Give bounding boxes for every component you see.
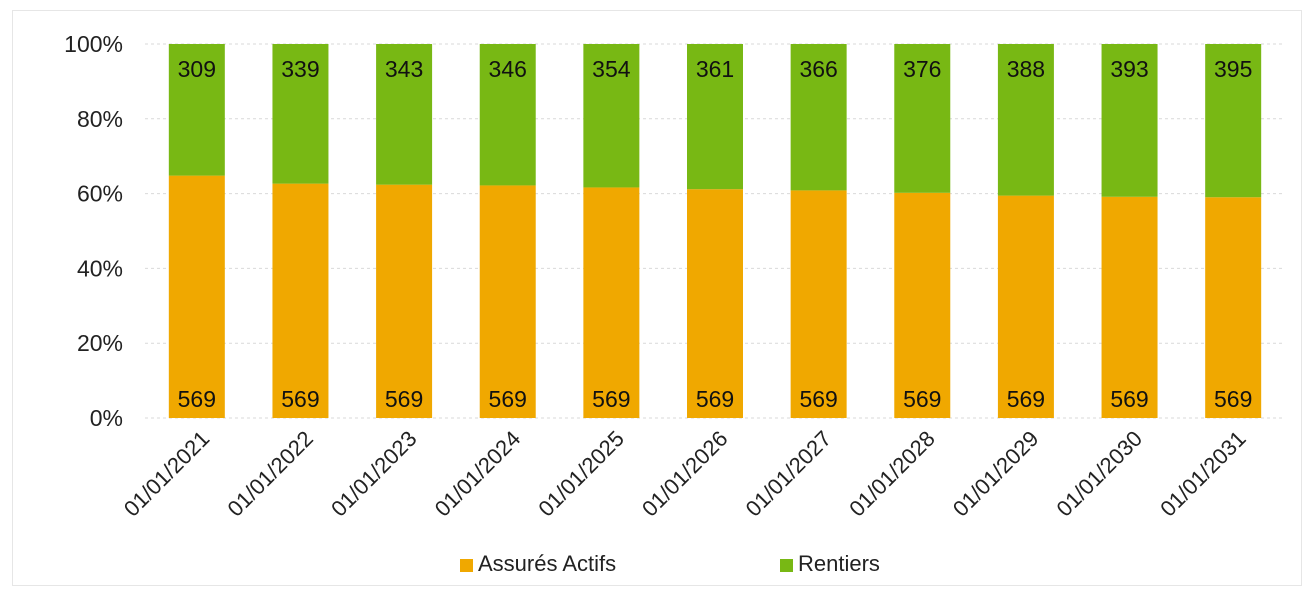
y-tick-label: 60%: [77, 181, 123, 207]
y-tick-label: 80%: [77, 106, 123, 132]
data-label-rentiers: 339: [281, 56, 319, 82]
x-tick-label: 01/01/2026: [637, 426, 733, 522]
y-tick-label: 100%: [64, 31, 123, 57]
bar-assures-actifs: [272, 183, 329, 418]
data-label-rentiers: 395: [1214, 56, 1252, 82]
data-label-rentiers: 393: [1110, 56, 1148, 82]
x-tick-label: 01/01/2031: [1155, 426, 1251, 522]
data-label-rentiers: 346: [489, 56, 527, 82]
bar-rentiers: [1205, 44, 1262, 198]
bar-rentiers: [583, 44, 640, 188]
data-label-assures-actifs: 569: [489, 386, 527, 412]
bar-rentiers: [997, 44, 1054, 196]
y-tick-label: 20%: [77, 330, 123, 356]
bar-rentiers: [376, 44, 433, 185]
data-label-rentiers: 354: [592, 56, 631, 82]
data-label-assures-actifs: 569: [1007, 386, 1045, 412]
bar-assures-actifs: [790, 190, 847, 418]
legend-label: Rentiers: [798, 551, 880, 576]
y-tick-label: 40%: [77, 255, 123, 281]
x-axis: 01/01/2021 01/01/2022 01/01/2023 01/01/2024…: [119, 426, 1251, 522]
legend-swatch: [460, 559, 473, 572]
data-label-rentiers: 388: [1007, 56, 1045, 82]
legend-swatch: [780, 559, 793, 572]
data-label-assures-actifs: 569: [1110, 386, 1148, 412]
bar-assures-actifs: [997, 195, 1054, 418]
x-tick-label: 01/01/2028: [844, 426, 940, 522]
x-tick-label: 01/01/2027: [741, 426, 837, 522]
bar-rentiers: [790, 44, 847, 191]
x-tick-label: 01/01/2024: [430, 426, 526, 522]
data-label-assures-actifs: 569: [281, 386, 319, 412]
data-label-assures-actifs: 569: [903, 386, 941, 412]
x-tick-label: 01/01/2022: [222, 426, 318, 522]
data-label-assures-actifs: 569: [385, 386, 423, 412]
bar-assures-actifs: [168, 175, 225, 418]
data-label-assures-actifs: 569: [592, 386, 630, 412]
x-tick-label: 01/01/2030: [1052, 426, 1148, 522]
bar-rentiers: [1101, 44, 1158, 197]
x-tick-label: 01/01/2029: [948, 426, 1044, 522]
legend: Assurés Actifs Rentiers: [460, 551, 880, 576]
bar-rentiers: [272, 44, 329, 184]
y-tick-label: 0%: [90, 405, 123, 431]
data-label-rentiers: 343: [385, 56, 423, 82]
bar-assures-actifs: [1101, 196, 1158, 418]
x-tick-label: 01/01/2021: [119, 426, 215, 522]
data-label-rentiers: 366: [799, 56, 837, 82]
bars: 309 569 339 569 343 569 346 569 354 569 361 569 366 5…: [168, 44, 1262, 418]
bar-rentiers: [687, 44, 743, 190]
x-tick-label: 01/01/2023: [326, 426, 422, 522]
bar-rentiers: [894, 44, 951, 193]
legend-label: Assurés Actifs: [478, 551, 616, 576]
bar-assures-actifs: [1205, 197, 1262, 418]
data-label-rentiers: 376: [903, 56, 941, 82]
data-label-rentiers: 309: [178, 56, 216, 82]
data-label-assures-actifs: 569: [799, 386, 837, 412]
data-label-assures-actifs: 569: [178, 386, 216, 412]
x-tick-label: 01/01/2025: [533, 426, 629, 522]
chart-frame: [12, 10, 1302, 586]
bar-assures-actifs: [894, 192, 951, 418]
y-axis: 0% 20% 40% 60% 80% 100%: [64, 31, 123, 431]
bar-assures-actifs: [583, 187, 640, 418]
data-label-assures-actifs: 569: [1214, 386, 1252, 412]
data-label-rentiers: 361: [696, 56, 734, 82]
data-label-assures-actifs: 569: [696, 386, 734, 412]
bar-assures-actifs: [376, 184, 433, 418]
bar-assures-actifs: [687, 189, 743, 418]
bar-assures-actifs: [479, 185, 536, 418]
bar-rentiers: [479, 44, 536, 186]
bar-rentiers: [168, 44, 225, 176]
